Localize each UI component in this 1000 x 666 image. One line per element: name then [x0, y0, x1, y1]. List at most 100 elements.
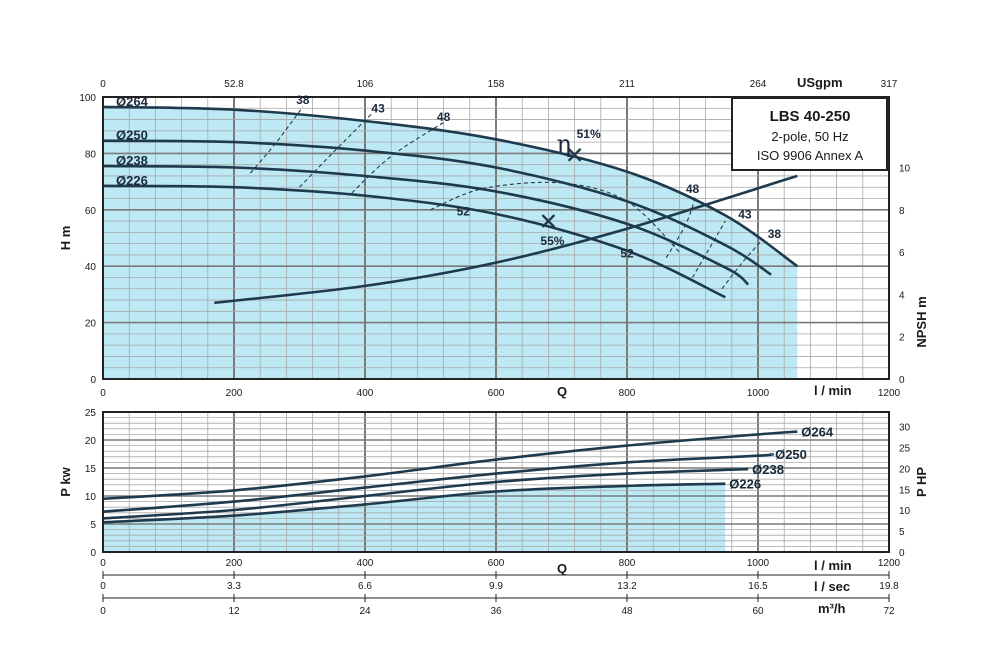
power-curve-label: Ø250 — [775, 447, 807, 462]
bep-label: 55% — [540, 234, 564, 248]
npsh-y-tick: 10 — [899, 163, 911, 174]
m3h-tick: 60 — [752, 606, 764, 617]
hp-y-tick: 15 — [899, 485, 911, 496]
head-area-fill — [103, 106, 798, 379]
power-x-tick: 400 — [357, 558, 374, 569]
head-y-tick: 60 — [85, 206, 97, 217]
hp-y-tick: 25 — [899, 444, 911, 455]
power-curve-d1 — [102, 452, 775, 513]
head-curve-label: Ø226 — [116, 173, 148, 188]
lsec-tick: 0 — [100, 581, 106, 592]
title-box: LBS 40-250 2-pole, 50 Hz ISO 9906 Annex … — [731, 97, 888, 171]
lsec-tick: 9.9 — [489, 581, 503, 592]
efficiency-curve — [430, 181, 680, 253]
bottom-q-label: Q — [557, 561, 567, 576]
power-curve-label: Ø238 — [752, 462, 784, 477]
hp-y-tick: 10 — [899, 506, 911, 517]
power-plot-frame — [102, 411, 890, 553]
npsh-y-tick: 8 — [899, 206, 905, 217]
head-q-label: Q — [557, 384, 567, 399]
head-x-tick: 1200 — [878, 388, 901, 399]
top-usgpm-tick: 264 — [750, 79, 767, 90]
head-y-tick: 80 — [85, 149, 97, 160]
lsec-tick: 6.6 — [358, 581, 372, 592]
hp-y-tick: 5 — [899, 527, 905, 538]
m3h-tick: 48 — [621, 606, 633, 617]
npsh-y-tick: 6 — [899, 248, 905, 259]
power-y-tick: 10 — [85, 492, 97, 503]
power-y-tick: 15 — [85, 464, 97, 475]
hp-y-tick: 30 — [899, 423, 911, 434]
head-plot-frame — [102, 96, 890, 380]
head-curve-npsh — [214, 174, 798, 305]
m3h-tick: 12 — [228, 606, 240, 617]
head-y-tick: 0 — [90, 375, 96, 386]
top-usgpm-tick: 211 — [619, 79, 635, 90]
power-y-tick: 5 — [90, 520, 96, 531]
top-usgpm-tick: 158 — [488, 79, 505, 90]
efficiency-label: 52 — [620, 247, 634, 261]
power-x-tick: 200 — [226, 558, 243, 569]
m3h-tick: 24 — [359, 606, 371, 617]
eta-symbol: η — [557, 130, 571, 158]
npsh-y-tick: 0 — [899, 375, 905, 386]
lsec-tick: 16.5 — [748, 581, 768, 592]
efficiency-curve — [665, 195, 697, 258]
head-x-tick: 1000 — [747, 388, 770, 399]
model-standard: ISO 9906 Annex A — [757, 148, 864, 163]
efficiency-curve — [721, 240, 762, 290]
lsec-tick: 3.3 — [227, 581, 241, 592]
head-x-tick: 600 — [488, 388, 505, 399]
hp-y-tick: 0 — [899, 548, 905, 559]
top-usgpm-tick: 52.8 — [224, 79, 244, 90]
power-axis-label: P kw — [58, 466, 73, 496]
power-x-tick: 0 — [100, 558, 106, 569]
power-y-tick: 20 — [85, 436, 97, 447]
head-x-tick: 800 — [619, 388, 636, 399]
bep-marker — [567, 147, 582, 162]
efficiency-curve — [692, 220, 726, 278]
hp-axis-label: P HP — [914, 467, 929, 497]
hp-y-tick: 20 — [899, 464, 911, 475]
power-x-tick: 1200 — [878, 558, 901, 569]
lsec-tick: 19.8 — [879, 581, 899, 592]
head-x-tick: 400 — [357, 388, 374, 399]
power-y-tick: 0 — [90, 548, 96, 559]
efficiency-curve — [249, 106, 304, 174]
top-usgpm-tick: 106 — [357, 79, 374, 90]
efficiency-label: 43 — [738, 207, 752, 221]
efficiency-label: 43 — [371, 102, 385, 116]
power-curve-d3 — [102, 482, 726, 524]
efficiency-label: 52 — [457, 204, 471, 218]
model-title: LBS 40-250 — [770, 108, 851, 125]
m3h-tick: 36 — [490, 606, 502, 617]
head-curve-label: Ø250 — [116, 128, 148, 143]
head-y-tick: 100 — [79, 93, 96, 104]
power-x-tick: 600 — [488, 558, 505, 569]
head-curve-d0 — [102, 105, 799, 268]
lsec-tick: 13.2 — [617, 581, 637, 592]
m3h-tick: 0 — [100, 606, 106, 617]
efficiency-label: 38 — [296, 93, 310, 107]
npsh-y-tick: 4 — [899, 290, 905, 301]
m3h-tick: 72 — [883, 606, 895, 617]
bep-marker — [541, 214, 556, 228]
npsh-axis-label: NPSH m — [914, 296, 929, 347]
power-y-tick: 25 — [85, 408, 97, 419]
power-x-tick: 800 — [619, 558, 636, 569]
npsh-y-tick: 2 — [899, 333, 905, 344]
efficiency-curve — [299, 113, 372, 188]
head-x-tick: 200 — [226, 388, 243, 399]
head-curve-label: Ø238 — [116, 153, 148, 168]
head-curve-d1 — [102, 139, 772, 276]
power-curve-label: Ø226 — [729, 477, 761, 492]
efficiency-label: 38 — [768, 227, 782, 241]
power-curve-label: Ø264 — [801, 425, 834, 440]
top-unit-label: USgpm — [797, 75, 843, 90]
head-lmin-label: l / min — [814, 383, 852, 398]
bep-label: 51% — [577, 127, 601, 141]
head-y-tick: 40 — [85, 262, 97, 273]
head-curve-d2 — [102, 164, 750, 286]
